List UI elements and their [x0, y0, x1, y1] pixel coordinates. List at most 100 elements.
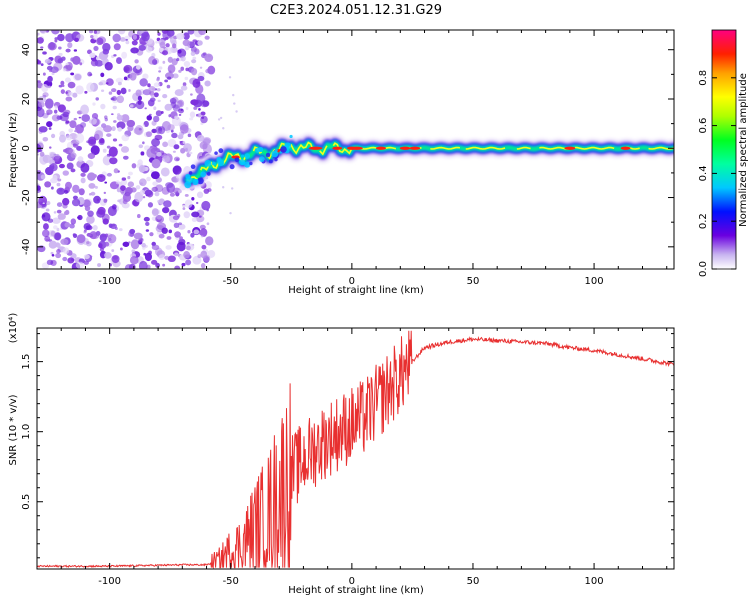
noise-speckle [72, 55, 81, 65]
noise-speckle [51, 30, 60, 35]
noise-speckle [104, 62, 113, 71]
spectrogram-x-tick-label: 0 [349, 276, 355, 287]
noise-speckle [189, 117, 194, 121]
ridge-blob [204, 159, 212, 167]
noise-speckle [65, 91, 68, 94]
noise-speckle [167, 64, 176, 74]
colorbar-tick-label: 0.4 [698, 165, 709, 181]
noise-speckle [178, 222, 183, 226]
noise-speckle [54, 105, 58, 109]
noise-speckle [128, 171, 133, 176]
noise-speckle [124, 35, 131, 40]
noise-speckle [188, 151, 193, 155]
noise-speckle [138, 260, 148, 269]
noise-speckle [204, 53, 214, 63]
noise-speckle [70, 218, 77, 225]
noise-speckle [153, 82, 161, 88]
noise-speckle [72, 195, 78, 200]
noise-speckle [184, 76, 189, 81]
noise-speckle [86, 232, 92, 237]
noise-speckle [122, 241, 130, 247]
noise-speckle [201, 200, 211, 211]
noise-speckle [57, 58, 64, 64]
noise-speckle [106, 172, 112, 177]
noise-speckle [205, 68, 211, 74]
noise-speckle [142, 141, 145, 145]
noise-speckle [116, 114, 123, 121]
noise-speckle [198, 229, 206, 236]
noise-speckle [235, 110, 238, 113]
noise-speckle [104, 117, 108, 122]
noise-speckle [46, 112, 50, 116]
noise-speckle [192, 39, 198, 43]
ridge-blob [240, 154, 245, 158]
ridge-blob [186, 176, 193, 184]
noise-speckle [140, 30, 145, 33]
spectrogram-x-tick-label: -100 [98, 276, 121, 287]
noise-speckle [40, 46, 44, 49]
noise-speckle [43, 223, 49, 230]
ridge-blob [280, 146, 287, 153]
noise-speckle [65, 96, 73, 102]
noise-speckle [185, 47, 189, 51]
noise-speckle [126, 119, 136, 128]
noise-speckle [142, 124, 146, 127]
noise-speckle [131, 163, 137, 169]
noise-speckle [38, 101, 45, 108]
noise-speckle [135, 185, 141, 190]
noise-speckle [41, 212, 51, 222]
noise-speckle [137, 159, 143, 166]
noise-speckle [202, 100, 210, 107]
noise-speckle [172, 43, 177, 49]
noise-speckle [146, 115, 153, 121]
noise-speckle [222, 127, 225, 130]
noise-speckle [49, 70, 52, 73]
noise-speckle [102, 155, 112, 166]
noise-speckle [185, 259, 192, 266]
snr-x-tick-label: -50 [223, 576, 239, 587]
noise-speckle [173, 144, 180, 150]
noise-speckle [96, 174, 106, 182]
noise-speckle [112, 33, 121, 43]
noise-speckle [61, 84, 65, 88]
noise-speckle [41, 262, 50, 269]
noise-speckle [87, 71, 92, 77]
noise-speckle [196, 191, 204, 199]
noise-speckle [127, 181, 135, 188]
noise-speckle [107, 205, 117, 217]
noise-speckle [57, 213, 66, 220]
noise-speckle [113, 43, 121, 51]
noise-speckle [182, 39, 191, 47]
noise-speckle [167, 56, 173, 63]
noise-speckle [85, 225, 93, 231]
noise-speckle [77, 214, 83, 221]
frequency-ridge-layer [178, 133, 674, 191]
spectrogram-y-tick-label: -20 [21, 189, 32, 205]
noise-speckle [112, 138, 118, 142]
noise-speckle [149, 90, 155, 96]
noise-speckle [147, 83, 151, 88]
colorbar-tick-label: 0.2 [698, 213, 709, 229]
noise-speckle [179, 236, 183, 240]
noise-speckle [77, 156, 84, 162]
noise-speckle [42, 202, 45, 205]
noise-speckle [118, 143, 123, 147]
ridge-blob [244, 161, 251, 168]
noise-speckle [187, 230, 191, 234]
noise-speckle [228, 76, 232, 79]
noise-speckle [134, 125, 144, 136]
noise-speckle [201, 244, 207, 250]
noise-speckle [50, 177, 58, 184]
ridge-blob [206, 172, 211, 176]
spectrogram-x-tick-label: 100 [585, 276, 604, 287]
noise-speckle [137, 95, 143, 101]
noise-speckle [74, 37, 79, 43]
noise-speckle [42, 229, 50, 238]
noise-speckle [169, 192, 175, 197]
noise-speckle [185, 67, 189, 72]
noise-speckle [121, 202, 130, 209]
noise-speckle [184, 193, 189, 197]
noise-speckle [89, 117, 97, 125]
noise-speckle [135, 64, 141, 70]
noise-speckle [129, 255, 139, 265]
